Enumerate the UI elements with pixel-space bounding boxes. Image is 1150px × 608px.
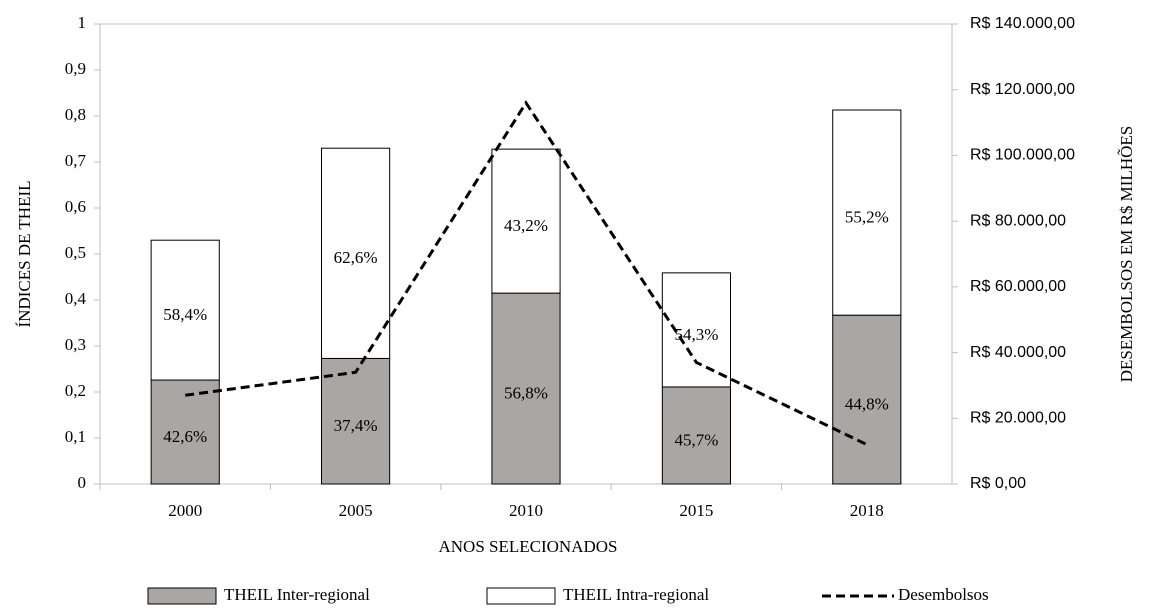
x-tick-label: 2005 — [339, 501, 373, 520]
y2-tick-label: R$ 0,00 — [970, 475, 1026, 492]
x-tick-label: 2010 — [509, 501, 543, 520]
x-tick-label: 2018 — [850, 501, 884, 520]
bar-segment — [832, 314, 902, 485]
y-tick-label: 0,1 — [65, 427, 86, 446]
y-axis-title: ÍNDICES DE THEIL — [15, 181, 34, 328]
y2-tick-label: R$ 100.000,00 — [970, 147, 1075, 164]
bar-segment — [661, 386, 731, 485]
data-label: 42,6% — [163, 427, 207, 446]
y-tick-label: 0,9 — [65, 59, 86, 78]
y-tick-label: 0,8 — [65, 105, 86, 124]
y-tick-label: 0,6 — [65, 197, 86, 216]
data-label: 43,2% — [504, 216, 548, 235]
x-axis-title: ANOS SELECIONADOS — [439, 537, 618, 556]
y-tick-label: 0 — [78, 473, 87, 492]
bar-segment — [491, 148, 561, 294]
line-series — [184, 100, 868, 446]
y2-axis-title: DESEMBOLSOS EM R$ MILHÕES — [1117, 126, 1136, 382]
bar-segment — [832, 109, 902, 316]
bar-segment — [150, 239, 220, 381]
x-tick-label: 2015 — [679, 501, 713, 520]
y-tick-label: 0,5 — [65, 243, 86, 262]
data-label: 45,7% — [674, 430, 718, 449]
y2-tick-label: R$ 20.000,00 — [970, 410, 1066, 427]
legend-label: THEIL Inter-regional — [224, 585, 370, 604]
y-tick-label: 0,7 — [65, 151, 87, 170]
data-label: 62,6% — [334, 248, 378, 267]
y-tick-label: 0,4 — [65, 289, 87, 308]
y-tick-label: 1 — [78, 13, 87, 32]
legend-label: Desembolsos — [898, 585, 989, 604]
bar-segment — [321, 147, 391, 359]
y2-tick-label: R$ 40.000,00 — [970, 344, 1066, 361]
y-tick-label: 0,3 — [65, 335, 86, 354]
data-label: 37,4% — [334, 416, 378, 435]
y2-tick-label: R$ 80.000,00 — [970, 212, 1066, 229]
data-label: 44,8% — [845, 394, 889, 413]
legend-swatch — [147, 587, 217, 605]
x-tick-label: 2000 — [168, 501, 202, 520]
data-label: 54,3% — [674, 325, 718, 344]
y2-tick-label: R$ 140.000,00 — [970, 15, 1075, 32]
legend-swatch — [486, 587, 556, 605]
data-label: 56,8% — [504, 383, 548, 402]
data-label: 58,4% — [163, 305, 207, 324]
bar-segment — [150, 379, 220, 485]
data-label: 55,2% — [845, 208, 889, 227]
legend-label: THEIL Intra-regional — [563, 585, 709, 604]
y2-tick-label: R$ 120.000,00 — [970, 81, 1075, 98]
y-tick-label: 0,2 — [65, 381, 86, 400]
y2-tick-label: R$ 60.000,00 — [970, 278, 1066, 295]
